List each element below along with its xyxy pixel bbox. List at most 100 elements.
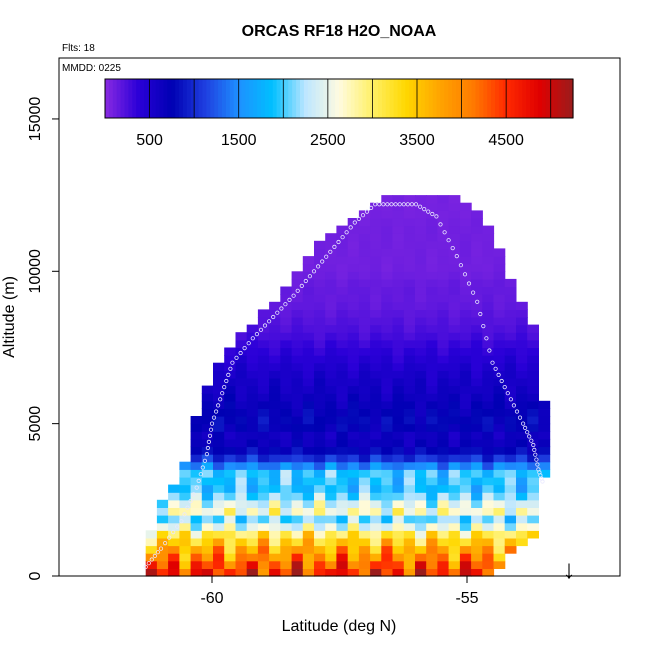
flight-track-point <box>167 535 172 540</box>
curtain-cell <box>437 461 450 470</box>
curtain-cell <box>403 240 416 249</box>
curtain-cell <box>403 416 416 425</box>
curtain-cell <box>482 438 495 448</box>
curtain-cell <box>336 560 349 569</box>
curtain-cell <box>358 492 371 501</box>
curtain-cell <box>426 438 438 448</box>
curtain-cell <box>145 530 158 539</box>
flight-track-point <box>409 202 414 207</box>
curtain-cell <box>415 347 427 356</box>
curtain-cell <box>201 385 214 394</box>
curtain-cell <box>235 423 248 432</box>
curtain-cell <box>213 469 225 478</box>
colorbar-swatch <box>225 79 231 118</box>
curtain-cell <box>145 553 158 562</box>
colorbar-swatch <box>206 79 211 118</box>
curtain-cell <box>347 408 360 417</box>
curtain-cell <box>403 278 416 288</box>
curtain-cell <box>280 469 293 478</box>
colorbar-swatch <box>108 79 114 118</box>
colorbar-swatch <box>510 79 516 118</box>
curtain-cell <box>471 454 483 463</box>
curtain-cell <box>415 248 427 257</box>
curtain-cell <box>190 446 203 455</box>
curtain-cell <box>314 408 326 417</box>
curtain-cell <box>392 309 405 318</box>
curtain-cell <box>280 431 293 440</box>
curtain-cell <box>403 370 416 379</box>
curtain-cell <box>459 461 472 470</box>
curtain-cell <box>459 515 472 524</box>
curtain-cell <box>426 309 438 318</box>
curtain-cell <box>269 537 281 547</box>
curtain-cell <box>493 492 506 501</box>
curtain-cell <box>426 560 438 569</box>
curtain-cell <box>291 332 304 341</box>
curtain-cell <box>392 438 405 448</box>
curtain-cell <box>403 423 416 432</box>
curtain-cell <box>347 271 360 280</box>
curtain-cell <box>527 324 539 333</box>
curtain-cell <box>415 332 427 341</box>
curtain-cell <box>504 385 517 394</box>
curtain-cell <box>336 385 349 394</box>
y-tick-label: 5000 <box>27 406 44 442</box>
curtain-cell <box>426 385 438 394</box>
curtain-cell <box>257 362 270 371</box>
flight-track-point <box>413 202 419 207</box>
curtain-cell <box>370 355 382 364</box>
curtain-cell <box>504 416 517 425</box>
curtain-cell <box>257 454 270 463</box>
curtain-cell <box>336 286 349 295</box>
curtain-cell <box>269 377 281 387</box>
curtain-cell <box>392 263 405 272</box>
curtain-cell <box>482 545 495 554</box>
curtain-cell <box>302 423 315 432</box>
curtain-cell <box>482 362 495 371</box>
curtain-cell <box>482 294 495 303</box>
flight-track-point <box>499 378 504 384</box>
colorbar-swatch <box>327 79 332 118</box>
curtain-cell <box>325 515 337 524</box>
curtain-cell <box>493 385 506 394</box>
curtain-cell <box>504 278 517 288</box>
curtain-cell <box>280 347 293 356</box>
curtain-cell <box>347 225 360 234</box>
curtain-cell <box>314 393 326 402</box>
curtain-cell <box>190 461 203 470</box>
colorbar-swatch <box>428 79 434 118</box>
curtain-cell <box>392 339 405 349</box>
curtain-cell <box>201 461 214 470</box>
curtain-cell <box>314 560 326 569</box>
curtain-cell <box>493 454 506 463</box>
curtain-cell <box>437 286 450 295</box>
curtain-cell <box>403 537 416 547</box>
curtain-cell <box>302 438 315 448</box>
curtain-cell <box>426 553 438 562</box>
curtain-cell <box>381 278 394 288</box>
curtain-cell <box>493 545 506 554</box>
curtain-cell <box>325 438 337 448</box>
curtain-cell <box>224 408 236 417</box>
curtain-cell <box>325 317 337 326</box>
curtain-cell <box>471 377 483 387</box>
curtain-cell <box>381 294 394 303</box>
curtain-cell <box>504 301 517 310</box>
curtain-cell <box>381 553 394 562</box>
curtain-cell <box>370 438 382 448</box>
curtain-cell <box>269 530 281 539</box>
curtain-cell <box>516 301 528 310</box>
curtain-cell <box>325 385 337 394</box>
flight-track-point <box>340 235 345 240</box>
curtain-cell <box>179 477 192 486</box>
curtain-cell <box>459 286 472 295</box>
curtain-cell <box>381 263 394 272</box>
curtain-cell <box>336 377 349 387</box>
curtain-cell <box>347 393 360 402</box>
curtain-cell <box>302 393 315 402</box>
curtain-cell <box>459 431 472 440</box>
curtain-cell <box>516 377 528 387</box>
flight-track-point <box>234 355 239 360</box>
curtain-cell <box>437 431 450 440</box>
curtain-cell <box>302 522 315 531</box>
